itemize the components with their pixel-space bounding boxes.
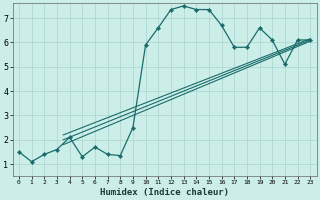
X-axis label: Humidex (Indice chaleur): Humidex (Indice chaleur) <box>100 188 229 197</box>
